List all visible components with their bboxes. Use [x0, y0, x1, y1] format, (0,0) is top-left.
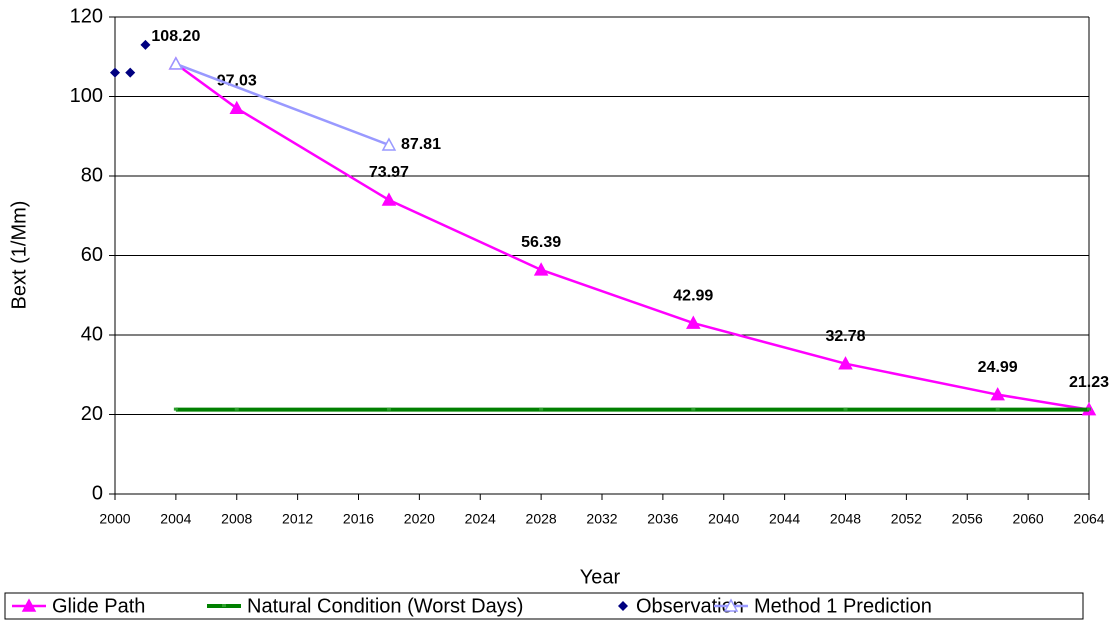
x-tick-label: 2032 [586, 511, 617, 527]
data-label: 97.03 [217, 73, 257, 90]
data-point [140, 39, 151, 50]
data-point [686, 315, 701, 329]
data-point [234, 407, 239, 411]
y-tick-label: 80 [81, 164, 103, 186]
y-tick-label: 40 [81, 323, 103, 345]
y-tick-label: 60 [81, 244, 103, 266]
series-line [175, 62, 1090, 411]
legend-label: Method 1 Prediction [754, 595, 932, 617]
data-point [168, 56, 184, 70]
legend-marker [723, 598, 739, 612]
data-point [386, 407, 391, 411]
y-axis-label: Bext (1/Mm) [8, 201, 30, 310]
x-tick-label: 2052 [891, 511, 922, 527]
x-tick-label: 2008 [221, 511, 252, 527]
legend-box [4, 592, 1084, 620]
x-tick-label: 2064 [1073, 511, 1104, 527]
legend-label: Glide Path [52, 595, 145, 617]
x-tick-label: 2024 [465, 511, 496, 527]
x-tick-label: 2000 [99, 511, 130, 527]
data-label: 56.39 [521, 234, 561, 251]
data-point [539, 407, 544, 411]
data-point [533, 262, 549, 276]
x-tick-label: 2020 [404, 511, 435, 527]
y-tick-label: 100 [70, 85, 103, 107]
data-label: 32.78 [825, 328, 865, 345]
x-tick-label: 2004 [160, 511, 191, 527]
data-point [995, 407, 1000, 411]
x-axis-label: Year [580, 566, 621, 588]
legend-label: Observation [636, 595, 744, 617]
legend-marker [618, 601, 628, 611]
y-tick-label: 20 [81, 403, 103, 425]
data-point [1087, 407, 1091, 411]
data-point [110, 67, 120, 78]
x-tick-label: 2012 [282, 511, 313, 527]
data-point [838, 356, 853, 370]
data-label: 24.99 [978, 359, 1018, 376]
x-tick-label: 2044 [769, 511, 800, 527]
y-tick-label: 0 [92, 482, 103, 504]
data-point [691, 407, 696, 411]
data-label: 87.81 [401, 136, 441, 153]
data-label: 73.97 [369, 164, 409, 181]
x-tick-label: 2028 [526, 511, 557, 527]
x-tick-label: 2036 [647, 511, 678, 527]
data-label: 21.23 [1069, 374, 1109, 391]
series-line [175, 62, 390, 147]
x-tick-label: 2040 [708, 511, 739, 527]
legend-marker [222, 604, 226, 607]
x-tick-label: 2056 [952, 511, 983, 527]
data-point [843, 407, 848, 411]
data-point [990, 387, 1005, 401]
data-point [125, 67, 136, 78]
data-point [229, 100, 245, 115]
data-label: 42.99 [673, 287, 713, 304]
data-label: 108.20 [151, 28, 200, 45]
x-tick-label: 2060 [1013, 511, 1044, 527]
legend-marker [21, 598, 37, 612]
legend-label: Natural Condition (Worst Days) [247, 595, 523, 617]
x-tick-label: 2016 [343, 511, 374, 527]
data-point [173, 407, 178, 411]
data-point [381, 137, 397, 151]
x-tick-label: 2048 [830, 511, 861, 527]
y-tick-label: 120 [70, 5, 103, 27]
data-point [381, 192, 397, 206]
